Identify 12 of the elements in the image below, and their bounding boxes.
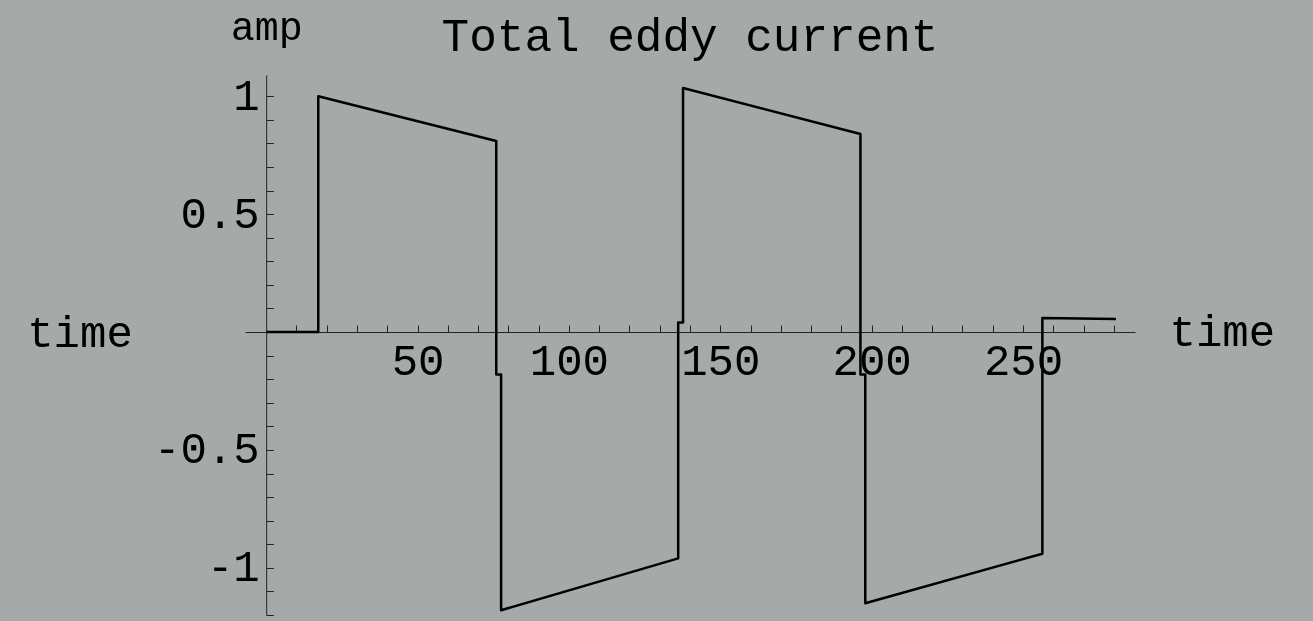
- line-series: [264, 86, 1118, 612]
- y-tick-label: 0.5: [180, 190, 260, 241]
- y-tick-label: -0.5: [154, 426, 260, 477]
- text: time: [27, 310, 133, 361]
- x-tick-label: 100: [529, 337, 610, 388]
- y-tick-label: -1: [206, 544, 260, 595]
- y-tick-label: 1: [233, 72, 260, 123]
- x-axis-title: time: [1169, 308, 1276, 359]
- chart-title: Total eddy current: [441, 13, 939, 65]
- y-axis-title: amp: [230, 6, 303, 52]
- x-tick-label: 150: [681, 337, 761, 388]
- x-tick-label: 50: [391, 337, 445, 388]
